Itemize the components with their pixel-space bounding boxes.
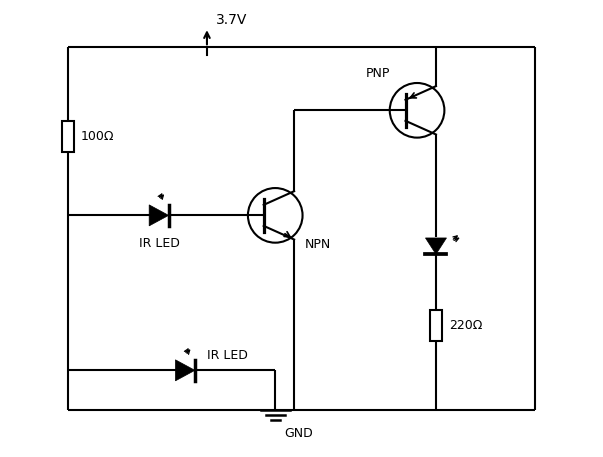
Text: GND: GND (285, 426, 314, 440)
Bar (430, 310, 442, 341)
Bar (62, 121, 74, 152)
Text: IR LED: IR LED (139, 238, 180, 250)
Polygon shape (175, 360, 195, 381)
Text: NPN: NPN (305, 238, 332, 251)
Text: IR LED: IR LED (207, 349, 248, 362)
Text: 100Ω: 100Ω (81, 130, 115, 143)
Text: 220Ω: 220Ω (449, 319, 482, 332)
Polygon shape (426, 238, 446, 254)
Polygon shape (149, 205, 169, 226)
Text: 3.7V: 3.7V (216, 13, 248, 27)
Text: PNP: PNP (366, 67, 391, 80)
